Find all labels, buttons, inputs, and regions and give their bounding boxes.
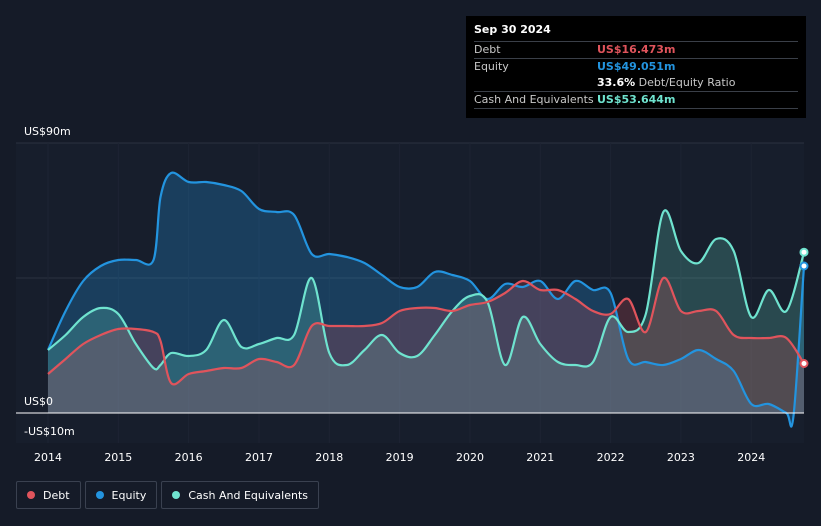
line-equity [46, 171, 806, 428]
area-cash-and-equivalents [48, 210, 804, 413]
tooltip-cash-value: US$53.644m [597, 93, 676, 106]
tooltip-row-ratio: 33.6% Debt/Equity Ratio [474, 75, 798, 91]
point-end-debt [799, 359, 809, 368]
y-tick-label: -US$10m [24, 425, 75, 438]
area-equity [48, 172, 804, 427]
tooltip-equity-label: Equity [474, 60, 509, 73]
tooltip-equity-value: US$49.051m [597, 60, 676, 73]
tooltip-ratio-value: 33.6% [597, 76, 636, 89]
line-debt [47, 276, 805, 386]
x-tick-label: 2022 [597, 451, 625, 464]
x-axis-labels: 2014 2015 2016 2017 2018 2019 2020 2021 2022 2023… [34, 451, 765, 464]
legend-item-cash[interactable]: Cash And Equivalents [161, 481, 319, 509]
legend-item-debt[interactable]: Debt [16, 481, 81, 509]
legend-label-cash: Cash And Equivalents [188, 488, 308, 502]
legend-item-equity[interactable]: Equity [84, 481, 158, 509]
x-tick-label: 2023 [667, 451, 695, 464]
x-tick-label: 2019 [386, 451, 414, 464]
legend-dot-debt [27, 491, 35, 499]
legend-dot-equity [95, 491, 104, 499]
legend-dot-cash [172, 491, 181, 499]
tooltip-date: Sep 30 2024 [474, 23, 551, 36]
x-tick-label: 2015 [104, 451, 132, 464]
chart-lines [46, 171, 806, 428]
x-tick-label: 2018 [315, 451, 343, 464]
tooltip-debt-label: Debt [474, 43, 501, 56]
tooltip-ratio-spacer [474, 75, 597, 91]
tooltip-row-cash: Cash And Equivalents US$53.644m [474, 91, 798, 108]
x-tick-label: 2024 [737, 451, 765, 464]
tooltip-panel: Sep 30 2024 Debt US$16.473m Equity US$49… [466, 16, 806, 118]
tooltip-cash-label: Cash And Equivalents [474, 93, 594, 106]
tooltip-ratio-label: Debt/Equity Ratio [638, 76, 736, 89]
tooltip-debt-value: US$16.473m [597, 43, 676, 56]
legend-label-equity: Equity [111, 488, 147, 502]
tooltip-bottom-rule [474, 108, 798, 110]
legend-label-debt: Debt [43, 488, 70, 502]
x-tick-label: 2020 [456, 451, 484, 464]
y-axis-labels: US$90m US$0 -US$10m [24, 125, 75, 438]
x-tick-label: 2014 [34, 451, 62, 464]
tooltip-row-debt: Debt US$16.473m [474, 41, 798, 58]
chart-end-points [799, 247, 809, 368]
x-tick-label: 2017 [245, 451, 273, 464]
point-end-cash-and-equivalents [799, 247, 809, 257]
chart-legend: Debt Equity Cash And Equivalents [16, 481, 323, 509]
point-end-equity [799, 261, 809, 271]
x-tick-label: 2021 [526, 451, 554, 464]
x-tick-label: 2016 [175, 451, 203, 464]
y-tick-label: US$90m [24, 125, 71, 138]
tooltip-row-equity: Equity US$49.051m [474, 58, 798, 75]
y-tick-label: US$0 [24, 395, 53, 408]
